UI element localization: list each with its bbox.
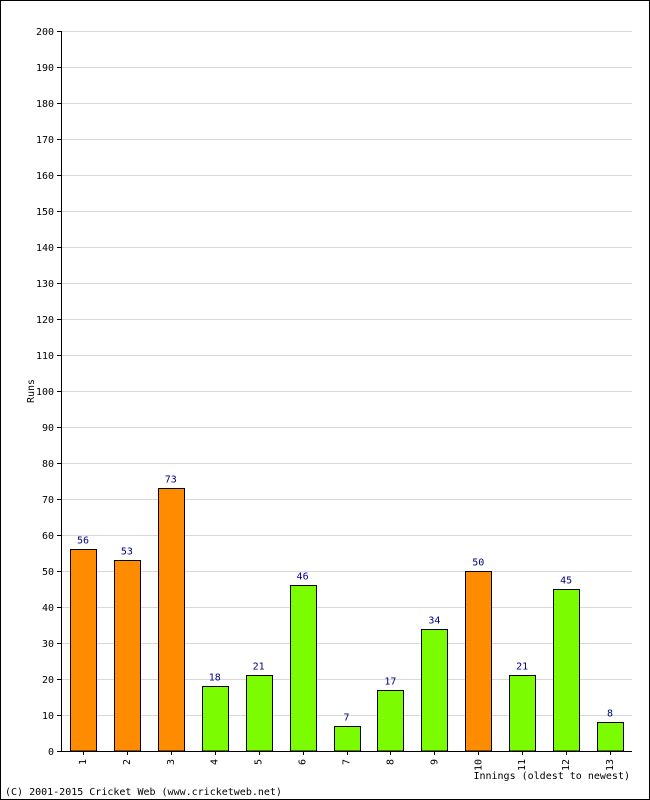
value-label: 21 (516, 662, 528, 673)
y-tick-label: 50 (42, 567, 54, 578)
y-tick-label: 120 (36, 315, 54, 326)
value-label: 18 (209, 673, 221, 684)
x-tick-label: 2 (122, 759, 133, 765)
y-tick-label: 100 (36, 387, 54, 398)
y-tick-label: 70 (42, 495, 54, 506)
value-label: 73 (165, 475, 177, 486)
bar (334, 726, 361, 752)
value-label: 34 (428, 616, 440, 627)
y-tick-label: 20 (42, 675, 54, 686)
x-axis-title: Innings (oldest to newest) (473, 771, 630, 782)
x-tick-label: 11 (517, 759, 528, 771)
x-tick-label: 3 (166, 759, 177, 765)
x-tick-label: 5 (254, 759, 265, 765)
y-tick-label: 60 (42, 531, 54, 542)
value-label: 21 (253, 662, 265, 673)
bar (421, 629, 448, 752)
bar (70, 549, 97, 752)
y-tick-label: 200 (36, 27, 54, 38)
value-label: 50 (472, 558, 484, 569)
value-label: 45 (560, 576, 572, 587)
value-label: 8 (607, 709, 613, 720)
value-label: 7 (343, 713, 349, 724)
x-tick-label: 1 (78, 759, 89, 765)
value-label: 46 (297, 572, 309, 583)
y-tick-label: 150 (36, 207, 54, 218)
bar (509, 675, 536, 752)
bar (597, 722, 624, 752)
y-axis-title: Runs (26, 379, 37, 403)
x-tick-label: 7 (342, 759, 353, 765)
y-tick-label: 180 (36, 99, 54, 110)
y-tick-label: 10 (42, 711, 54, 722)
bar (114, 560, 141, 752)
grid-lines (61, 31, 632, 716)
copyright-notice: (C) 2001-2015 Cricket Web (www.cricketwe… (5, 787, 282, 798)
value-label: 56 (77, 536, 89, 547)
y-tick-label: 80 (42, 459, 54, 470)
bars (70, 488, 624, 752)
bar (202, 686, 229, 752)
value-label: 53 (121, 547, 133, 558)
y-tick-label: 130 (36, 279, 54, 290)
bar (158, 488, 185, 752)
axes (57, 31, 632, 755)
y-tick-label: 170 (36, 135, 54, 146)
y-tick-label: 40 (42, 603, 54, 614)
y-tick-label: 140 (36, 243, 54, 254)
x-tick-label: 4 (210, 759, 221, 765)
bar (246, 675, 273, 752)
y-tick-label: 110 (36, 351, 54, 362)
x-tick-label: 10 (473, 759, 484, 771)
bar (290, 585, 317, 752)
x-tick-label: 8 (385, 759, 396, 765)
y-tick-label: 190 (36, 63, 54, 74)
x-tick-label: 6 (298, 759, 309, 765)
y-tick-label: 30 (42, 639, 54, 650)
bar (465, 571, 492, 752)
bar (377, 690, 404, 752)
x-tick-label: 13 (605, 759, 616, 771)
y-tick-label: 160 (36, 171, 54, 182)
x-tick-label: 12 (561, 759, 572, 771)
x-tick-label: 9 (429, 759, 440, 765)
bar (553, 589, 580, 752)
y-tick-label: 0 (48, 747, 54, 758)
labels: 0102030405060708090100110120130140150160… (36, 27, 616, 771)
value-label: 17 (384, 677, 396, 688)
y-tick-label: 90 (42, 423, 54, 434)
